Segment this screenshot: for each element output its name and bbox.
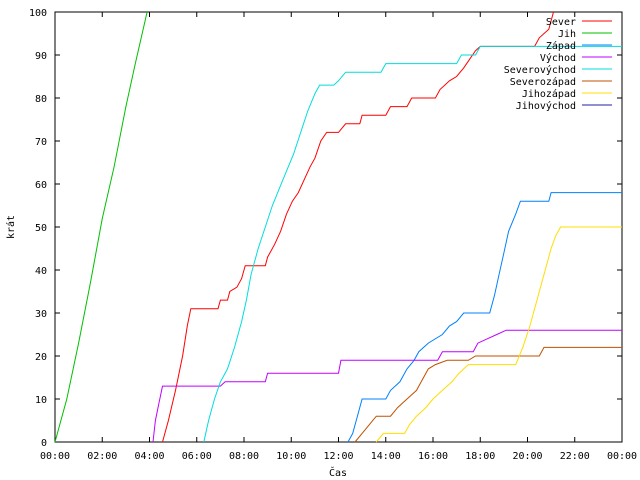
series-line	[54, 11, 148, 443]
x-tick-label: 00:00	[607, 451, 637, 462]
legend-label: Jihovýchod	[516, 100, 576, 112]
series-line	[152, 329, 622, 443]
y-tick-label: 50	[35, 223, 47, 234]
x-tick-label: 06:00	[182, 451, 212, 462]
legend-label: Sever	[546, 17, 576, 28]
y-tick-label: 90	[35, 51, 47, 62]
axis-ticks: 00:00 02:00 04:00 06:00 08:00 10:00 12:00 14:00…	[29, 8, 637, 462]
legend: SeverJihZápadVýchodSeverovýchodSeverozáp…	[504, 17, 612, 112]
legend-label: Západ	[546, 40, 576, 52]
x-tick-label: 10:00	[276, 451, 306, 462]
legend-label: Jihozápad	[522, 88, 576, 100]
x-tick-label: 02:00	[87, 451, 117, 462]
x-tick-label: 14:00	[371, 451, 401, 462]
legend-label: Jih	[558, 29, 576, 40]
y-tick-label: 10	[35, 395, 47, 406]
x-tick-label: 08:00	[229, 451, 259, 462]
y-tick-label: 20	[35, 352, 47, 363]
x-tick-label: 20:00	[512, 451, 542, 462]
x-tick-label: 16:00	[418, 451, 448, 462]
legend-label: Východ	[540, 52, 576, 64]
y-tick-label: 0	[41, 438, 47, 449]
y-tick-label: 40	[35, 266, 47, 277]
x-tick-label: 18:00	[465, 451, 495, 462]
series-line	[354, 346, 622, 443]
series-line	[162, 11, 554, 443]
x-tick-label: 04:00	[134, 451, 164, 462]
series-line	[347, 192, 622, 443]
series-layer	[54, 11, 622, 443]
y-tick-label: 60	[35, 180, 47, 191]
x-axis-label: Čas	[329, 466, 347, 479]
y-tick-label: 100	[29, 8, 47, 19]
series-line	[375, 226, 622, 443]
y-tick-label: 80	[35, 94, 47, 105]
y-tick-label: 70	[35, 137, 47, 148]
x-tick-label: 22:00	[560, 451, 590, 462]
y-tick-label: 30	[35, 309, 47, 320]
y-axis-label: krát	[5, 215, 17, 239]
x-tick-label: 00:00	[40, 451, 70, 462]
x-tick-label: 12:00	[323, 451, 353, 462]
series-line	[203, 45, 622, 443]
legend-label: Severovýchod	[504, 64, 576, 76]
legend-label: Severozápad	[510, 76, 576, 88]
